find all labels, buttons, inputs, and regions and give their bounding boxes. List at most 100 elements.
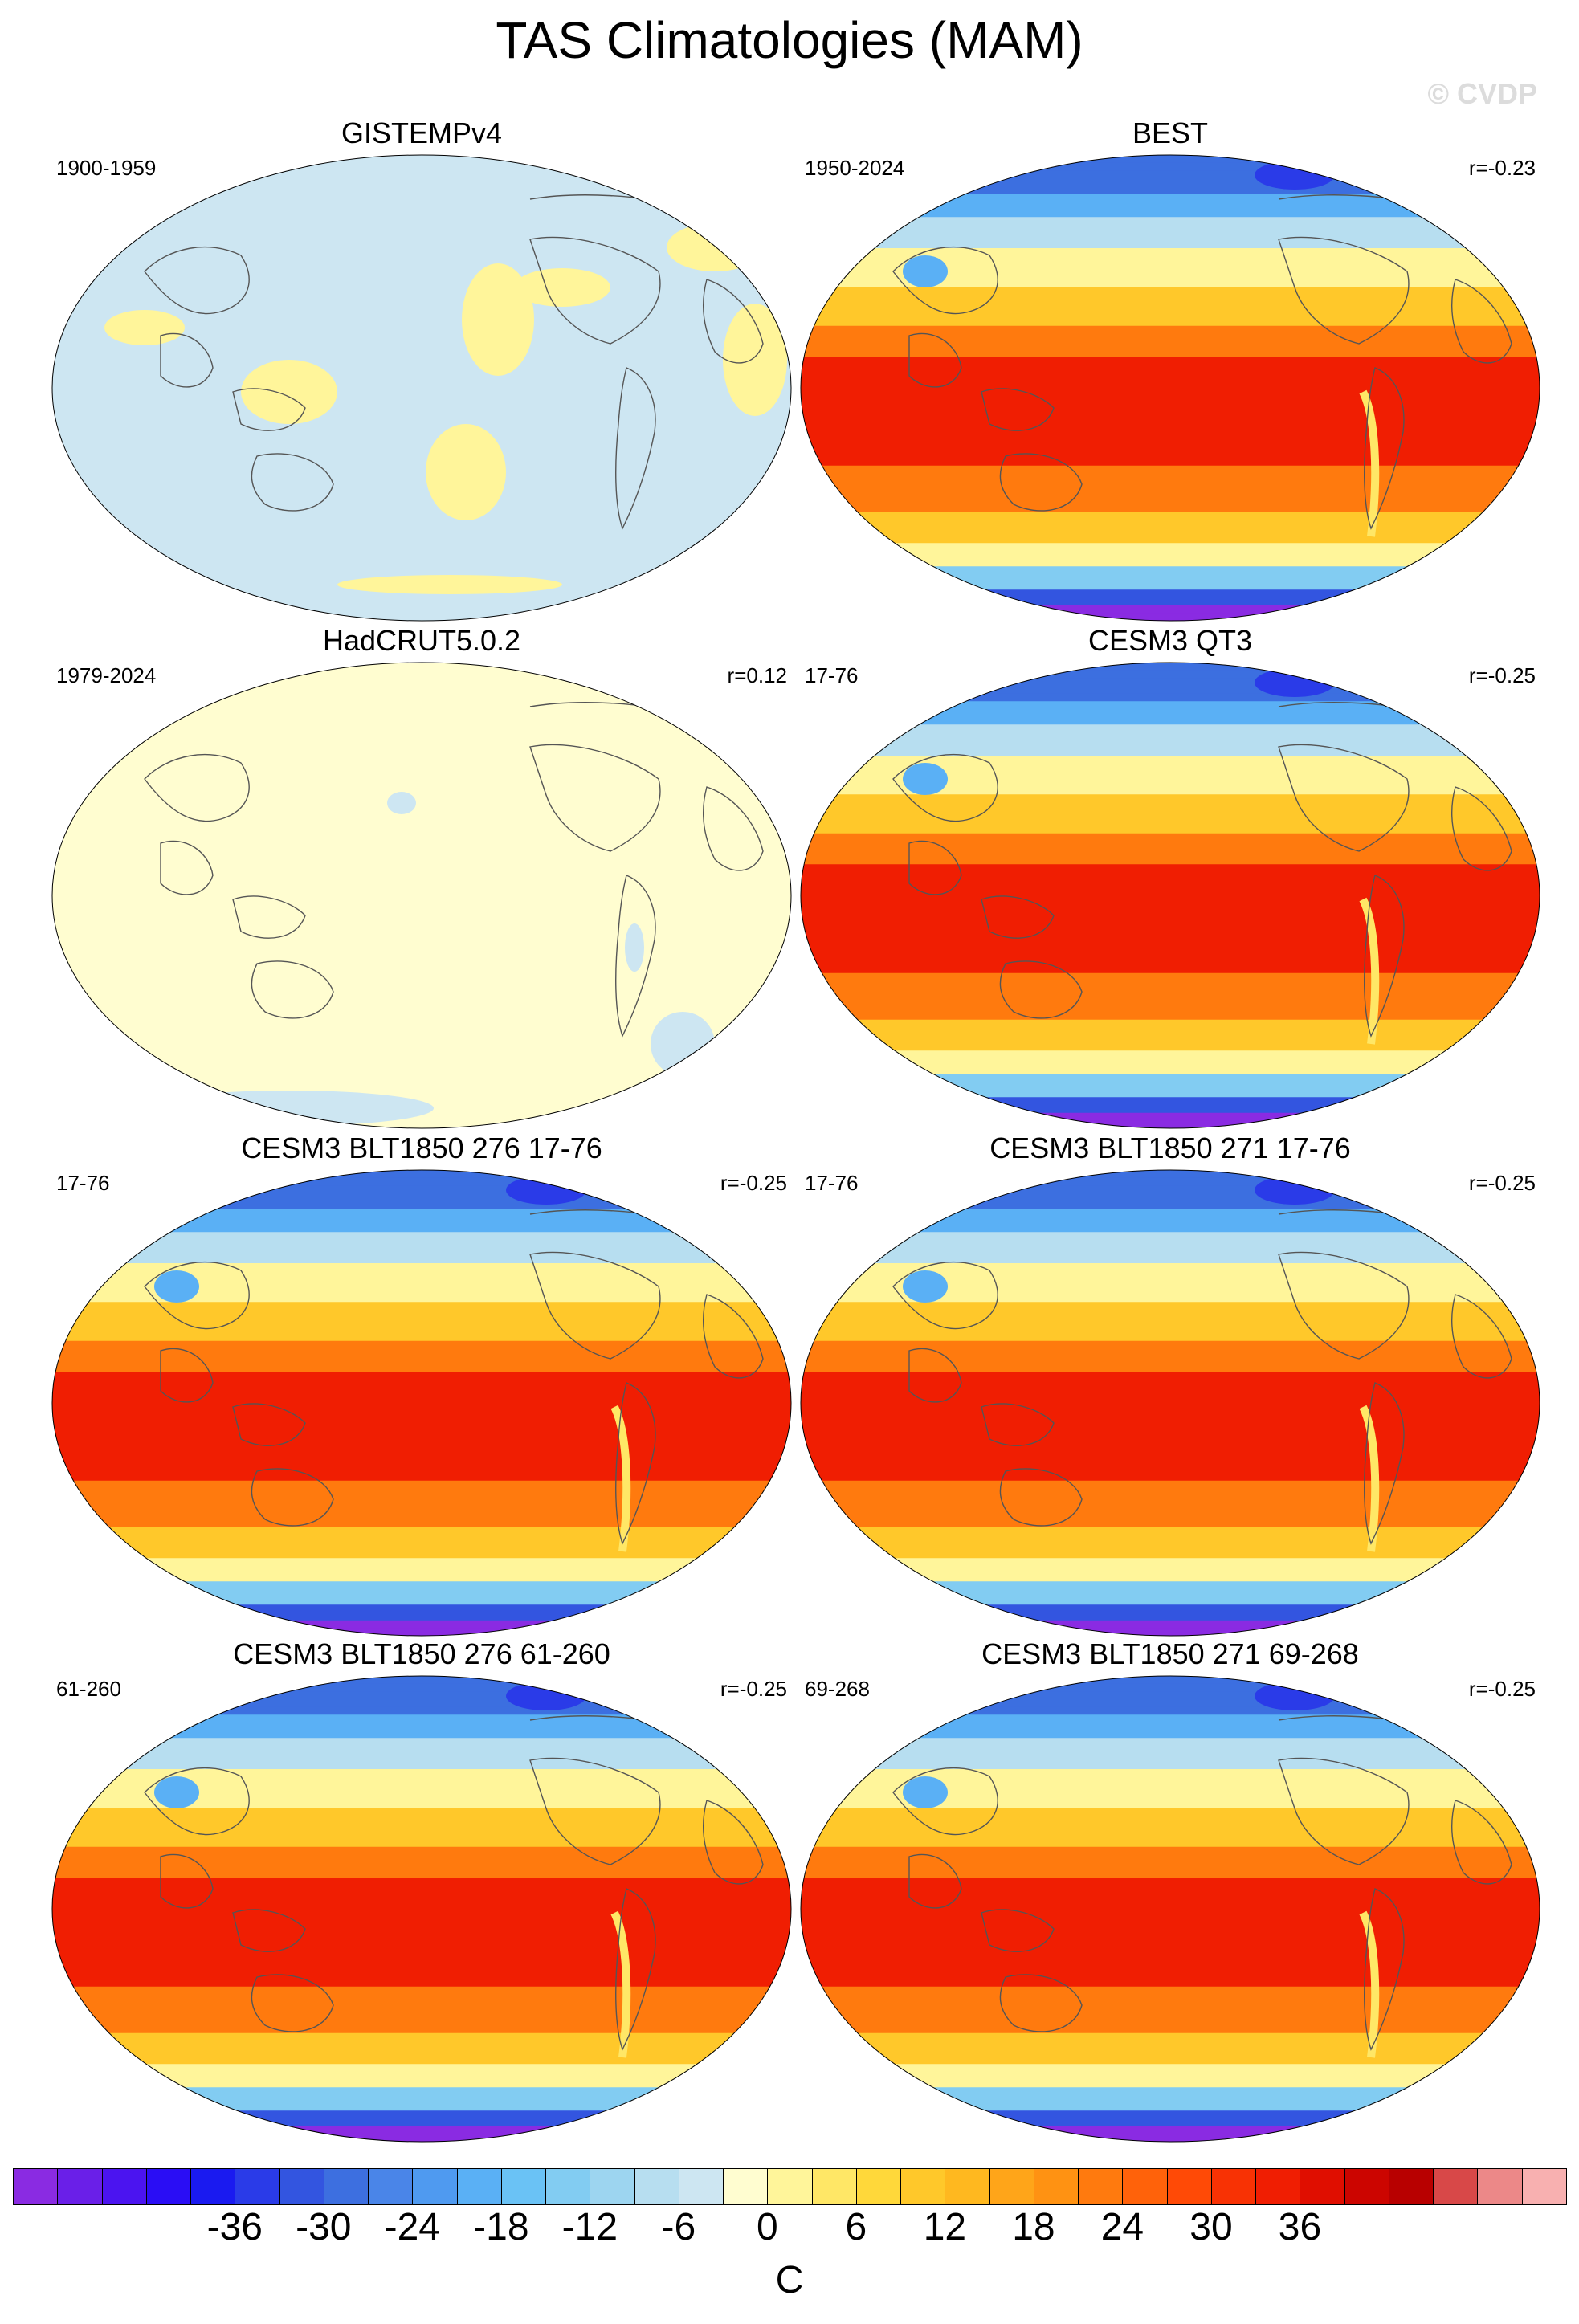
colorbar-swatch: [1433, 2168, 1479, 2205]
temperature-band: [78, 1488, 765, 1497]
coastline: [615, 1382, 656, 1545]
temperature-band: [806, 1356, 1535, 1365]
arctic-cold-region: [1255, 1176, 1335, 1205]
temperature-band: [101, 771, 742, 780]
temperature-band: [826, 1310, 1515, 1319]
temperature-band: [810, 442, 1530, 451]
colorbar-swatch: [456, 2168, 502, 2205]
temperature-band: [170, 1066, 673, 1074]
temperature-band: [857, 1776, 1483, 1785]
colorbar-swatch: [235, 2168, 280, 2205]
coastline: [981, 388, 1055, 431]
temperature-band: [237, 1604, 606, 1613]
temperature-band: [918, 1224, 1422, 1233]
temperature-band: [818, 1979, 1523, 1988]
temperature-band: [831, 287, 1509, 296]
temperature-band: [54, 1426, 790, 1435]
temperature-band: [62, 325, 781, 334]
temperature-band: [837, 2009, 1504, 2018]
temperature-band: [78, 473, 765, 482]
temperature-band: [83, 1808, 761, 1816]
temperature-band: [965, 1089, 1375, 1098]
temperature-band: [101, 1012, 742, 1021]
temperature-band: [135, 1247, 708, 1256]
panel-correlation: r=-0.25: [1468, 663, 1536, 687]
temperature-band: [1035, 670, 1305, 679]
temperature-band: [136, 2056, 708, 2065]
panel-title: CESM3 BLT1850 271 17-76: [989, 1131, 1351, 1164]
temperature-band: [985, 1604, 1355, 1613]
temperature-band: [59, 1449, 784, 1458]
temperature-band: [73, 809, 770, 818]
temperature-band: [883, 740, 1457, 748]
temperature-band: [198, 1714, 645, 1723]
tibet-cold-region: [903, 255, 948, 287]
panel-period: 17-76: [805, 663, 859, 687]
temperature-band: [59, 942, 784, 951]
temperature-band: [801, 903, 1540, 911]
temperature-band: [831, 481, 1509, 490]
colorbar-unit: C: [775, 2259, 804, 2302]
temperature-band: [932, 1074, 1408, 1082]
coastline: [703, 1800, 764, 1885]
colorbar-swatch: [1078, 2168, 1124, 2205]
temperature-band: [949, 1589, 1392, 1598]
temperature-band: [906, 2072, 1434, 2081]
temperature-band: [810, 1963, 1530, 1971]
temperature-band: [802, 1372, 1538, 1380]
coastline: [615, 367, 656, 530]
temperature-band: [1009, 597, 1332, 606]
temperature-band: [965, 186, 1376, 194]
temperature-band: [802, 911, 1539, 919]
temperature-band: [802, 1924, 1539, 1933]
panel-title: HadCRUT5.0.2: [322, 624, 521, 657]
cvdp-watermark: © CVDP: [1427, 77, 1537, 110]
temperature-band: [116, 756, 727, 764]
temperature-band: [808, 1348, 1532, 1357]
temperature-band: [62, 1963, 781, 1971]
temperature-band: [802, 1418, 1539, 1427]
temperature-band: [884, 535, 1456, 544]
temperature-band: [73, 302, 770, 311]
colorbar-swatch: [545, 2168, 591, 2205]
temperature-band: [65, 318, 778, 327]
robinson-map: [51, 1675, 792, 2143]
temperature-band: [850, 1519, 1491, 1528]
temperature-band: [837, 786, 1504, 795]
temperature-band: [216, 1201, 627, 1209]
temperature-band: [55, 856, 788, 865]
temperature-band: [810, 949, 1530, 958]
temperature-band: [802, 1886, 1539, 1894]
robinson-map: [800, 662, 1540, 1129]
tibet-cold-region: [154, 1776, 199, 1808]
temperature-band: [57, 934, 786, 943]
temperature-band: [52, 395, 791, 404]
temperature-band: [88, 2009, 755, 2018]
temperature-band: [94, 271, 749, 280]
temperature-band: [875, 528, 1466, 536]
panel-period: 1900-1959: [56, 156, 157, 180]
panel-period: 61-260: [56, 1677, 121, 1701]
temperature-band: [806, 1947, 1535, 1956]
coastline: [160, 1853, 214, 1909]
temperature-band: [68, 310, 775, 319]
coastline: [1278, 1757, 1410, 1865]
panel-correlation: r=-0.25: [1468, 1171, 1536, 1195]
temperature-band: [135, 232, 708, 241]
andes-cold-strip: [1359, 1910, 1380, 2058]
temperature-band: [136, 1550, 708, 1559]
colorbar-swatch: [945, 2168, 990, 2205]
temperature-band: [73, 1317, 770, 1326]
colorbar-swatch: [1300, 2168, 1345, 2205]
temperature-band: [894, 225, 1446, 234]
coastline: [1278, 1251, 1410, 1360]
temperature-band: [810, 833, 1530, 842]
temperature-band: [95, 1004, 749, 1013]
temperature-band: [801, 1901, 1540, 1910]
temperature-band: [101, 2025, 742, 2034]
temperature-band: [932, 709, 1409, 718]
temperature-band: [57, 1356, 786, 1365]
colorbar-swatch: [900, 2168, 946, 2205]
temperature-band: [804, 349, 1536, 357]
temperature-band: [236, 178, 607, 187]
